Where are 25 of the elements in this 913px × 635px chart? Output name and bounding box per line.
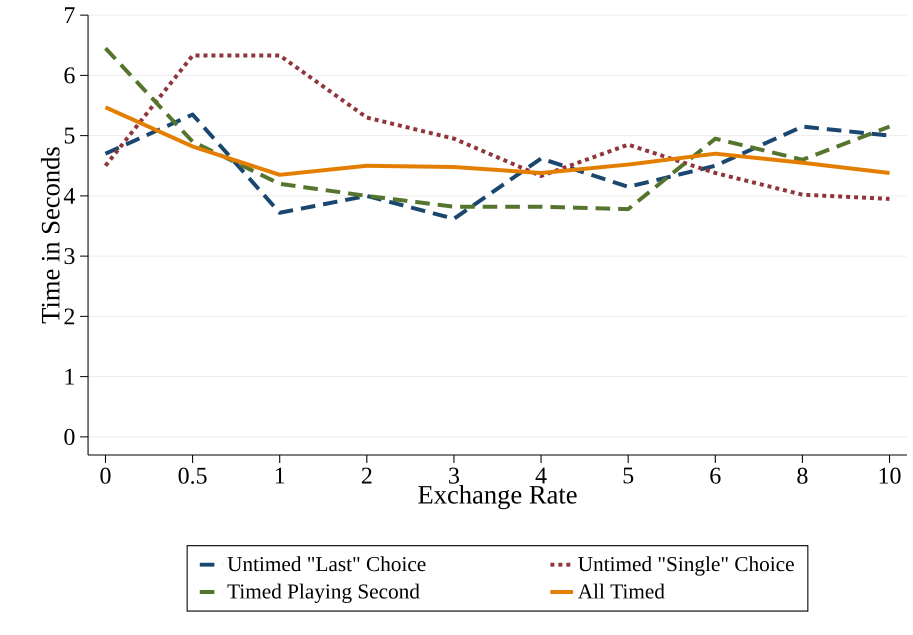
x-tick-label: 6 bbox=[710, 468, 721, 484]
legend-label: Untimed "Single" Choice bbox=[578, 556, 794, 576]
y-tick-label: 1 bbox=[66, 368, 74, 385]
y-tick-label: 6 bbox=[64, 67, 75, 84]
legend-label: All Timed bbox=[578, 584, 665, 599]
legend-label: Timed Playing Second bbox=[227, 584, 420, 604]
y-tick-label: 7 bbox=[65, 7, 75, 24]
x-tick-label: 8 bbox=[797, 468, 808, 484]
y-tick-label: 5 bbox=[64, 128, 74, 144]
x-tick-label: 5 bbox=[624, 468, 634, 484]
x-tick-label: 0.5 bbox=[178, 468, 207, 484]
x-tick-label: 2 bbox=[362, 468, 372, 484]
y-tick-label: 2 bbox=[64, 308, 74, 324]
x-tick-label: 3 bbox=[449, 468, 459, 484]
x-tick-label: 1 bbox=[276, 468, 284, 484]
y-axis-title: Time in Seconds bbox=[40, 147, 60, 324]
y-tick-label: 3 bbox=[64, 248, 74, 264]
x-axis-title: Exchange Rate bbox=[418, 485, 577, 510]
x-tick-label: 0 bbox=[100, 468, 111, 484]
y-tick-label: 0 bbox=[64, 428, 74, 446]
x-tick-label: 4 bbox=[536, 468, 547, 484]
x-tick-label: 10 bbox=[880, 468, 901, 484]
legend-label: Untimed "Last" Choice bbox=[228, 556, 426, 572]
line-series bbox=[103, 105, 892, 177]
y-tick-label: 4 bbox=[64, 188, 76, 204]
